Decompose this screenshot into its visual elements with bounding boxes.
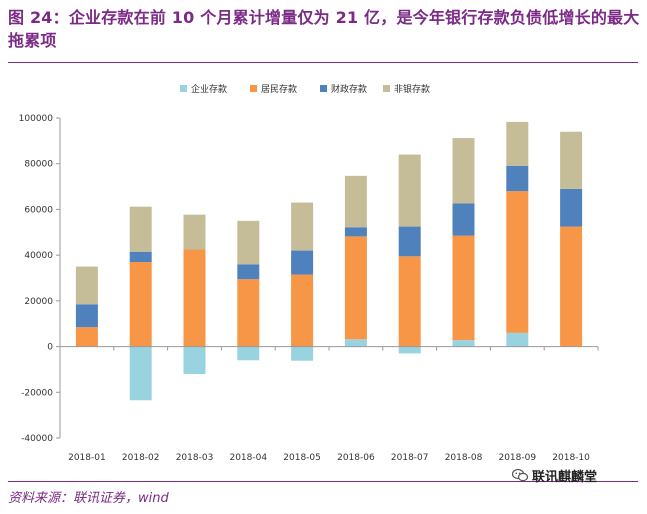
legend-label: 企业存款: [191, 83, 227, 95]
bar-segment: [506, 166, 529, 192]
x-tick-label: 2018-09: [498, 453, 536, 463]
title-divider: [8, 62, 638, 63]
legend-label: 非银存款: [394, 83, 430, 95]
bar-segment: [183, 346, 206, 374]
figure-title: 图 24：企业存款在前 10 个月累计增量仅为 21 亿，是今年银行存款负债低增…: [8, 8, 640, 50]
bar-segment: [452, 340, 475, 347]
bar-segment: [237, 264, 260, 280]
bar-segment: [237, 279, 260, 347]
bar-segment: [344, 339, 367, 347]
source-note: 资料来源：联讯证券，wind: [8, 491, 169, 506]
bar-segment: [344, 236, 367, 340]
bar-segment: [398, 226, 421, 257]
bar-segment: [560, 131, 583, 189]
bar-segment: [75, 266, 98, 305]
y-tick-label: 60000: [24, 205, 53, 215]
watermark: 联讯麒麟堂: [512, 466, 598, 485]
legend-swatch: [250, 85, 257, 92]
bar-segment: [237, 346, 260, 361]
bar-segment: [398, 154, 421, 227]
y-tick-label: 40000: [24, 251, 53, 261]
x-tick-label: 2018-10: [552, 453, 590, 463]
x-tick-label: 2018-01: [68, 453, 106, 463]
x-tick-label: 2018-08: [445, 453, 483, 463]
bar-segment: [560, 226, 583, 347]
legend-swatch: [320, 85, 327, 92]
bar-segment: [398, 256, 421, 347]
x-tick-label: 2018-04: [229, 453, 267, 463]
bar-segment: [291, 202, 314, 251]
x-tick-label: 2018-03: [176, 453, 214, 463]
bar-segment: [398, 346, 421, 354]
bar-segment: [291, 250, 314, 275]
bar-segment: [344, 175, 367, 228]
y-tick-label: 100000: [19, 114, 54, 124]
footer-divider: [8, 481, 638, 482]
bar-segment: [344, 227, 367, 237]
bar-segment: [506, 121, 529, 166]
bar-segment: [75, 304, 98, 328]
bar-segment: [291, 274, 314, 347]
stacked-bar-chart: 100000 80000 60000 40000 20000 0 -20000 -40000 2…: [19, 83, 599, 463]
x-tick-label: 2018-07: [391, 453, 429, 463]
bar-segment: [452, 138, 475, 204]
bar-segment: [129, 346, 152, 401]
bar-segment: [291, 346, 314, 361]
y-tick-label: 0: [47, 343, 53, 353]
y-tick-label: 20000: [24, 297, 53, 307]
legend-swatch: [383, 85, 390, 92]
bar-segment: [183, 214, 206, 250]
bar-segment: [506, 191, 529, 333]
bar-segment: [560, 188, 583, 227]
bar-segment: [452, 203, 475, 236]
bar-segment: [183, 249, 206, 347]
bar-segment: [129, 251, 152, 262]
wechat-icon: [512, 468, 528, 482]
legend-label: 财政存款: [331, 83, 367, 95]
bar-segment: [129, 206, 152, 252]
x-tick-label: 2018-02: [122, 453, 160, 463]
bar-segment: [237, 220, 260, 265]
y-tick-label: -20000: [21, 388, 53, 398]
x-tick-label: 2018-05: [283, 453, 321, 463]
bar-segment: [129, 262, 152, 347]
x-tick-label: 2018-06: [337, 453, 375, 463]
y-tick-label: -40000: [21, 434, 53, 444]
bar-segment: [75, 327, 98, 347]
legend-label: 居民存款: [261, 83, 297, 95]
bar-segment: [452, 235, 475, 341]
y-tick-label: 80000: [24, 160, 53, 170]
bar-segment: [506, 332, 529, 347]
legend-swatch: [180, 85, 187, 92]
watermark-text: 联讯麒麟堂: [532, 469, 598, 485]
